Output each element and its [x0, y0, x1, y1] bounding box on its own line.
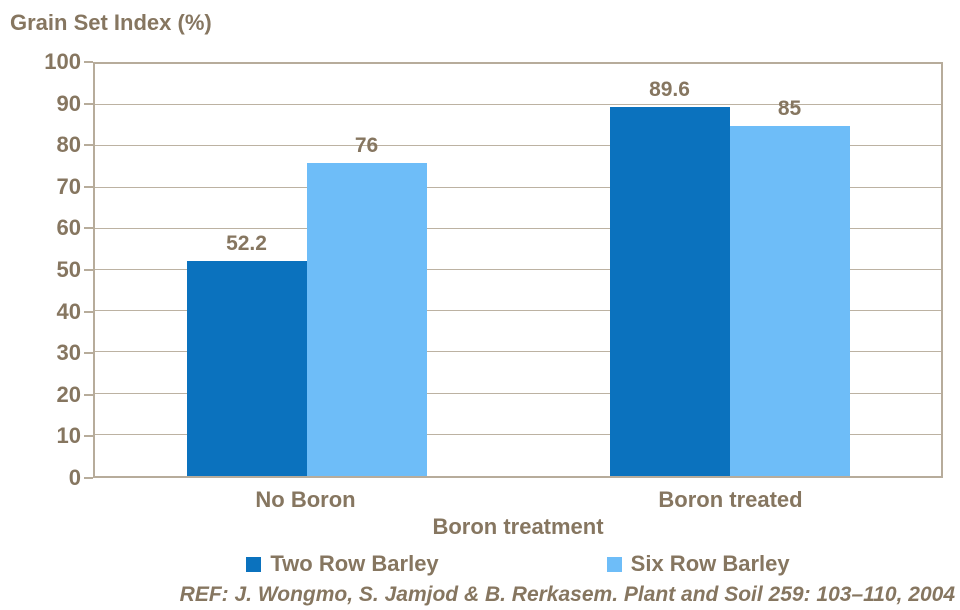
bar-value-label: 85 — [777, 96, 802, 120]
y-tick-mark — [84, 393, 93, 396]
bar — [609, 106, 730, 476]
y-tick-mark — [84, 185, 93, 188]
y-tick-label: 80 — [56, 132, 81, 158]
y-tick-label: 60 — [56, 215, 81, 241]
y-tick-label: 10 — [56, 423, 81, 449]
bar — [186, 260, 307, 476]
gridline — [95, 310, 941, 312]
bar-value-label: 52.2 — [226, 231, 267, 255]
legend-label: Six Row Barley — [630, 551, 790, 576]
bar-value-label: 76 — [354, 133, 379, 157]
bar — [306, 162, 427, 476]
legend-item-six-row-barley: Six Row Barley — [606, 551, 790, 577]
y-tick-mark — [84, 477, 93, 479]
plot-area: 52.2 89.6 76 85 — [93, 62, 943, 478]
y-tick-mark — [84, 310, 93, 313]
y-tick-mark — [84, 61, 93, 63]
gridline — [95, 227, 941, 229]
y-tick-mark — [84, 435, 93, 438]
y-tick-label: 50 — [56, 257, 81, 282]
y-tick-label: 30 — [56, 340, 81, 366]
x-axis-title: Boron treatment — [432, 514, 604, 539]
gridline — [95, 351, 941, 353]
chart-title: Grain Set Index (%) — [10, 10, 212, 35]
gridline — [95, 269, 941, 270]
category-label-boron-treated: Boron treated — [658, 487, 803, 512]
gridline — [95, 433, 941, 435]
y-tick-mark — [84, 102, 93, 105]
legend-item-two-row-barley: Two Row Barley — [246, 551, 439, 577]
reference-text: REF: J. Wongmo, S. Jamjod & B. Rerkasem.… — [179, 583, 955, 606]
gridline — [95, 145, 941, 147]
legend-label: Two Row Barley — [270, 551, 439, 576]
bar — [729, 125, 850, 476]
gridline — [95, 186, 941, 188]
y-tick-mark — [84, 227, 93, 230]
legend-swatch-icon — [246, 556, 262, 572]
y-tick-label: 20 — [56, 381, 81, 407]
y-tick-mark — [84, 269, 93, 271]
gridline — [95, 392, 941, 394]
y-tick-label: 70 — [56, 173, 81, 199]
y-tick-label: 100 — [44, 49, 81, 74]
y-tick-mark — [84, 144, 93, 147]
bar-value-label: 89.6 — [649, 77, 690, 101]
y-tick-label: 40 — [56, 298, 81, 324]
legend-swatch-icon — [606, 556, 622, 572]
category-label-no-boron: No Boron — [255, 487, 356, 512]
y-tick-label: 0 — [68, 465, 81, 490]
y-tick-label: 90 — [56, 90, 81, 116]
y-tick-mark — [84, 352, 93, 355]
legend: Two Row Barley Six Row Barley — [93, 551, 943, 577]
gridline — [95, 104, 941, 106]
